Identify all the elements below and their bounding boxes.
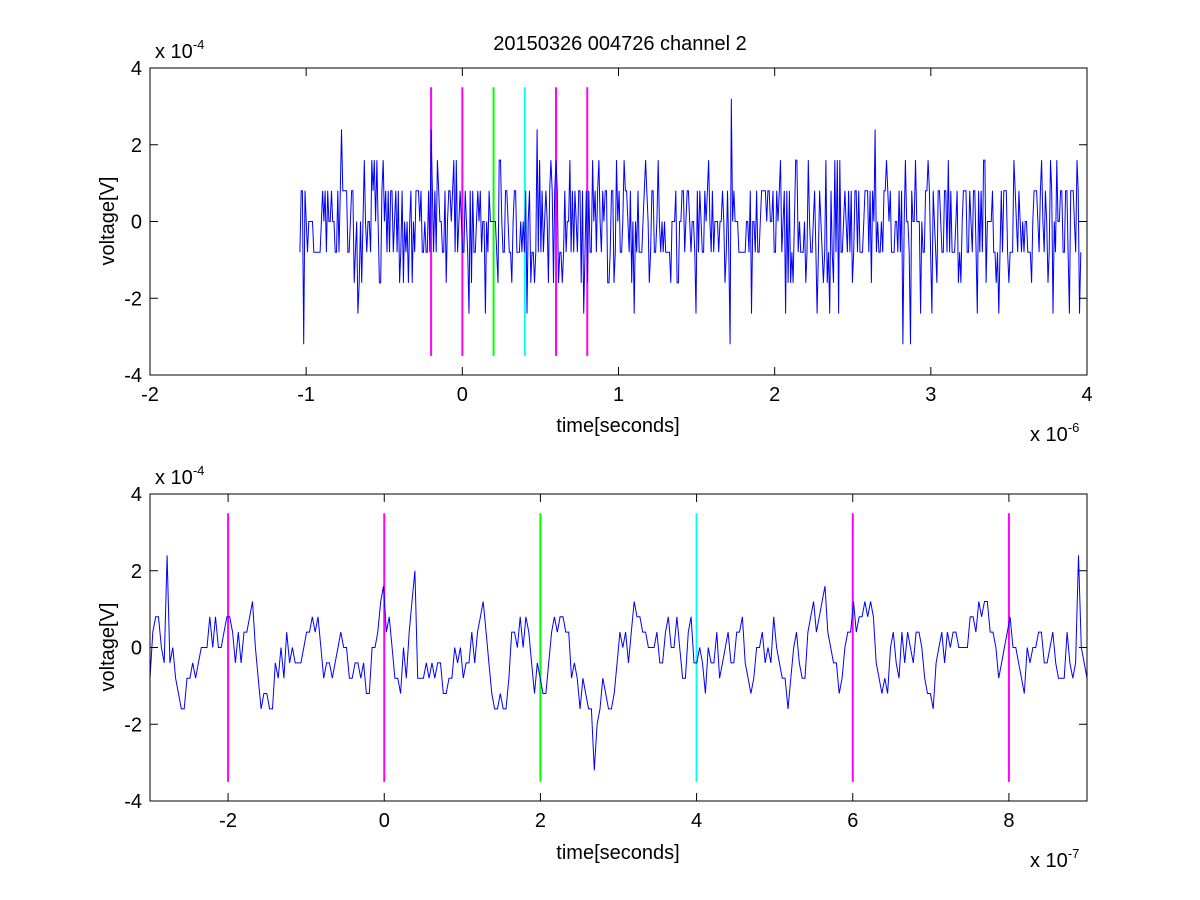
bottom-x-tick-label: 4: [691, 810, 702, 832]
bottom-x-ticks: -2 0 2 4 6 8: [219, 494, 1014, 832]
bottom-x-exponent: x 10-7: [1030, 846, 1079, 872]
bottom-y-tick-label: 0: [131, 638, 142, 660]
top-y-tick-label: -4: [124, 365, 142, 387]
figure-title: 20150326 004726 channel 2: [493, 33, 747, 55]
top-x-axis-label: time[seconds]: [556, 415, 679, 437]
top-x-ticks: -2 -1 0 1 2 3 4: [141, 68, 1093, 406]
top-x-exponent: x 10-6: [1030, 420, 1079, 446]
top-signal-trace: [299, 98, 1082, 345]
bottom-x-tick-label: 6: [847, 810, 858, 832]
bottom-marker-lines: [227, 513, 1010, 782]
top-y-tick-label: 0: [131, 212, 142, 234]
bottom-y-tick-label: 4: [131, 484, 142, 506]
bottom-x-exponent-power: -7: [1068, 846, 1080, 861]
top-y-exponent-base: x 10: [155, 41, 193, 63]
top-x-tick-label: 4: [1081, 384, 1092, 406]
bottom-subplot: -2 0 2 4 6 8 -4 -2 0 2 4 time[seconds] voltage[V]…: [97, 463, 1088, 872]
top-y-ticks: -4 -2 0 2 4: [124, 58, 1087, 387]
bottom-x-exponent-base: x 10: [1030, 850, 1068, 872]
bottom-y-ticks: -4 -2 0 2 4: [124, 484, 1087, 813]
top-x-exponent-base: x 10: [1030, 424, 1068, 446]
top-x-tick-label: -2: [141, 384, 159, 406]
bottom-y-tick-label: -4: [124, 791, 142, 813]
bottom-x-axis-label: time[seconds]: [556, 842, 679, 864]
top-y-tick-label: 4: [131, 58, 142, 80]
bottom-y-tick-label: 2: [131, 561, 142, 583]
top-y-exponent-power: -4: [193, 37, 205, 52]
bottom-y-exponent-power: -4: [193, 463, 205, 478]
top-y-axis-label: voltage[V]: [97, 177, 119, 266]
bottom-x-tick-label: 8: [1003, 810, 1014, 832]
top-y-exponent: x 10-4: [155, 37, 204, 63]
bottom-x-tick-label: 0: [379, 810, 390, 832]
top-x-tick-label: 0: [457, 384, 468, 406]
top-y-tick-label: 2: [131, 135, 142, 157]
top-x-tick-label: 1: [613, 384, 624, 406]
bottom-x-tick-label: -2: [219, 810, 237, 832]
top-y-tick-label: -2: [124, 288, 142, 310]
top-x-tick-label: -1: [297, 384, 315, 406]
bottom-y-exponent: x 10-4: [155, 463, 204, 489]
bottom-signal-trace: [149, 555, 1088, 771]
bottom-y-tick-label: -2: [124, 714, 142, 736]
top-x-exponent-power: -6: [1068, 420, 1080, 435]
bottom-x-tick-label: 2: [535, 810, 546, 832]
bottom-y-exponent-base: x 10: [155, 467, 193, 489]
top-x-tick-label: 2: [769, 384, 780, 406]
bottom-y-axis-label: voltage[V]: [97, 603, 119, 692]
top-x-tick-label: 3: [925, 384, 936, 406]
